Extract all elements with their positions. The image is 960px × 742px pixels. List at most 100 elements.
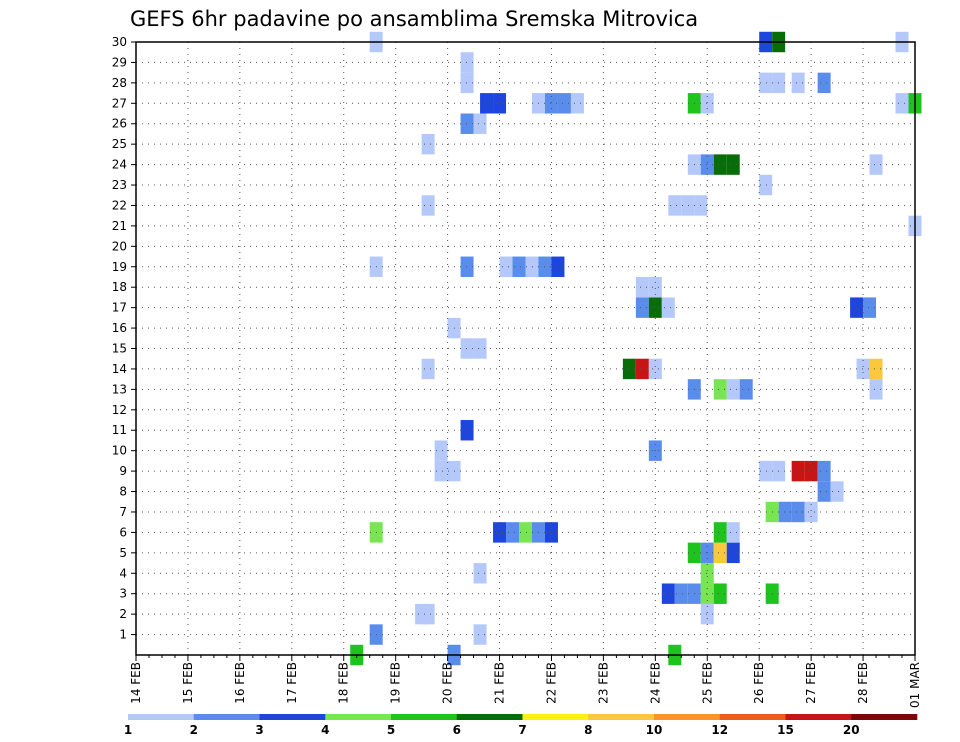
precip-cell bbox=[421, 358, 435, 380]
colorbar-label: 15 bbox=[777, 723, 794, 737]
y-tick-label: 11 bbox=[112, 423, 127, 437]
precip-cell bbox=[648, 276, 662, 298]
precip-cell bbox=[791, 460, 805, 482]
precip-cell bbox=[759, 460, 773, 482]
precip-cell bbox=[726, 542, 740, 564]
precip-cell bbox=[460, 52, 474, 73]
y-tick-label: 7 bbox=[119, 505, 127, 519]
colorbar-label: 1 bbox=[124, 723, 132, 737]
precip-cell bbox=[506, 522, 520, 543]
precip-cell bbox=[473, 624, 487, 645]
precip-cell bbox=[570, 93, 584, 114]
colorbar-label: 3 bbox=[255, 723, 263, 737]
precip-cell bbox=[804, 460, 818, 482]
y-tick-label: 28 bbox=[112, 76, 127, 90]
precip-cell bbox=[473, 563, 487, 584]
precip-cell bbox=[817, 460, 831, 482]
colorbar-label: 4 bbox=[321, 723, 329, 737]
precip-cell bbox=[460, 338, 474, 359]
x-tick-label: 14 FEB bbox=[129, 662, 143, 704]
y-tick-label: 22 bbox=[112, 198, 127, 212]
colorbar-label: 5 bbox=[387, 723, 395, 737]
precip-cell bbox=[434, 440, 448, 461]
precip-cell bbox=[804, 501, 818, 523]
y-tick-label: 18 bbox=[112, 280, 127, 294]
precip-cell bbox=[421, 133, 435, 155]
precip-cell bbox=[648, 297, 662, 318]
y-tick-label: 29 bbox=[112, 55, 127, 69]
y-tick-label: 20 bbox=[112, 239, 127, 253]
precip-cell bbox=[739, 379, 753, 400]
y-tick-label: 27 bbox=[112, 96, 127, 110]
y-tick-label: 16 bbox=[112, 321, 127, 335]
precip-cell bbox=[759, 174, 773, 196]
y-tick-label: 24 bbox=[112, 158, 127, 172]
precip-cell bbox=[544, 522, 558, 543]
precip-cell bbox=[557, 93, 571, 114]
precip-cell bbox=[551, 256, 565, 277]
x-tick-label: 22 FEB bbox=[544, 662, 558, 704]
y-tick-label: 6 bbox=[119, 525, 127, 539]
precip-cell bbox=[869, 358, 883, 380]
precip-cells bbox=[350, 31, 922, 666]
precip-cell bbox=[493, 93, 507, 114]
x-tick-label: 01 MAR bbox=[908, 662, 922, 708]
x-tick-label: 20 FEB bbox=[441, 662, 455, 704]
colorbar-swatch bbox=[719, 714, 786, 720]
precip-cell bbox=[791, 72, 805, 94]
precip-cell bbox=[778, 501, 792, 523]
precip-cell bbox=[726, 154, 740, 175]
precip-cell bbox=[713, 522, 727, 543]
precip-cell bbox=[434, 460, 448, 482]
precip-cell bbox=[622, 358, 636, 380]
colorbar-swatch bbox=[851, 714, 918, 720]
precip-cell bbox=[856, 358, 870, 380]
y-tick-label: 13 bbox=[112, 382, 127, 396]
colorbar-swatch bbox=[456, 714, 523, 720]
precip-cell bbox=[499, 256, 513, 277]
y-tick-label: 10 bbox=[112, 444, 127, 458]
precip-cell bbox=[791, 501, 805, 523]
precip-cell bbox=[635, 276, 649, 298]
colorbar-legend: 1 2 3 4 5 6 7 8 10 12 15 20 bbox=[124, 714, 918, 737]
x-tick-label: 28 FEB bbox=[856, 662, 870, 704]
x-tick-label: 27 FEB bbox=[804, 662, 818, 704]
x-tick-label: 17 FEB bbox=[285, 662, 299, 704]
precip-cell bbox=[525, 256, 539, 277]
y-tick-label: 26 bbox=[112, 117, 127, 131]
plot-frame bbox=[135, 41, 916, 656]
precip-cell bbox=[480, 93, 494, 114]
y-tick-label: 25 bbox=[112, 137, 127, 151]
precip-cell bbox=[759, 72, 773, 94]
precip-cell bbox=[460, 420, 474, 441]
precip-cell bbox=[661, 583, 675, 604]
precip-cell bbox=[648, 358, 662, 380]
precip-cell bbox=[519, 522, 532, 543]
colorbar-swatch bbox=[654, 714, 721, 720]
precip-cell bbox=[700, 563, 714, 584]
y-tick-label: 1 bbox=[119, 628, 127, 642]
precip-cell bbox=[473, 338, 487, 359]
colorbar-label: 7 bbox=[518, 723, 526, 737]
precip-cell bbox=[869, 379, 883, 400]
precip-cell bbox=[635, 358, 649, 380]
precip-cell bbox=[726, 379, 740, 400]
precip-cell bbox=[668, 195, 682, 216]
chart-title: GEFS 6hr padavine po ansamblima Sremska … bbox=[130, 7, 698, 31]
y-tick-label: 17 bbox=[112, 301, 127, 315]
precip-cell bbox=[674, 583, 688, 604]
colorbar-swatch bbox=[193, 714, 260, 720]
colorbar-swatch bbox=[391, 714, 458, 720]
y-tick-label: 19 bbox=[112, 260, 127, 274]
colorbar-swatch bbox=[128, 714, 195, 720]
precip-cell bbox=[817, 481, 831, 502]
colorbar-swatch bbox=[522, 714, 589, 720]
colorbar-swatch bbox=[588, 714, 655, 720]
y-tick-label: 23 bbox=[112, 178, 127, 192]
precip-cell bbox=[700, 154, 714, 175]
precip-cell bbox=[473, 113, 487, 134]
precip-cell bbox=[817, 72, 831, 94]
y-tick-label: 14 bbox=[112, 362, 127, 376]
colorbar-label: 12 bbox=[711, 723, 728, 737]
precip-cell bbox=[895, 93, 909, 114]
